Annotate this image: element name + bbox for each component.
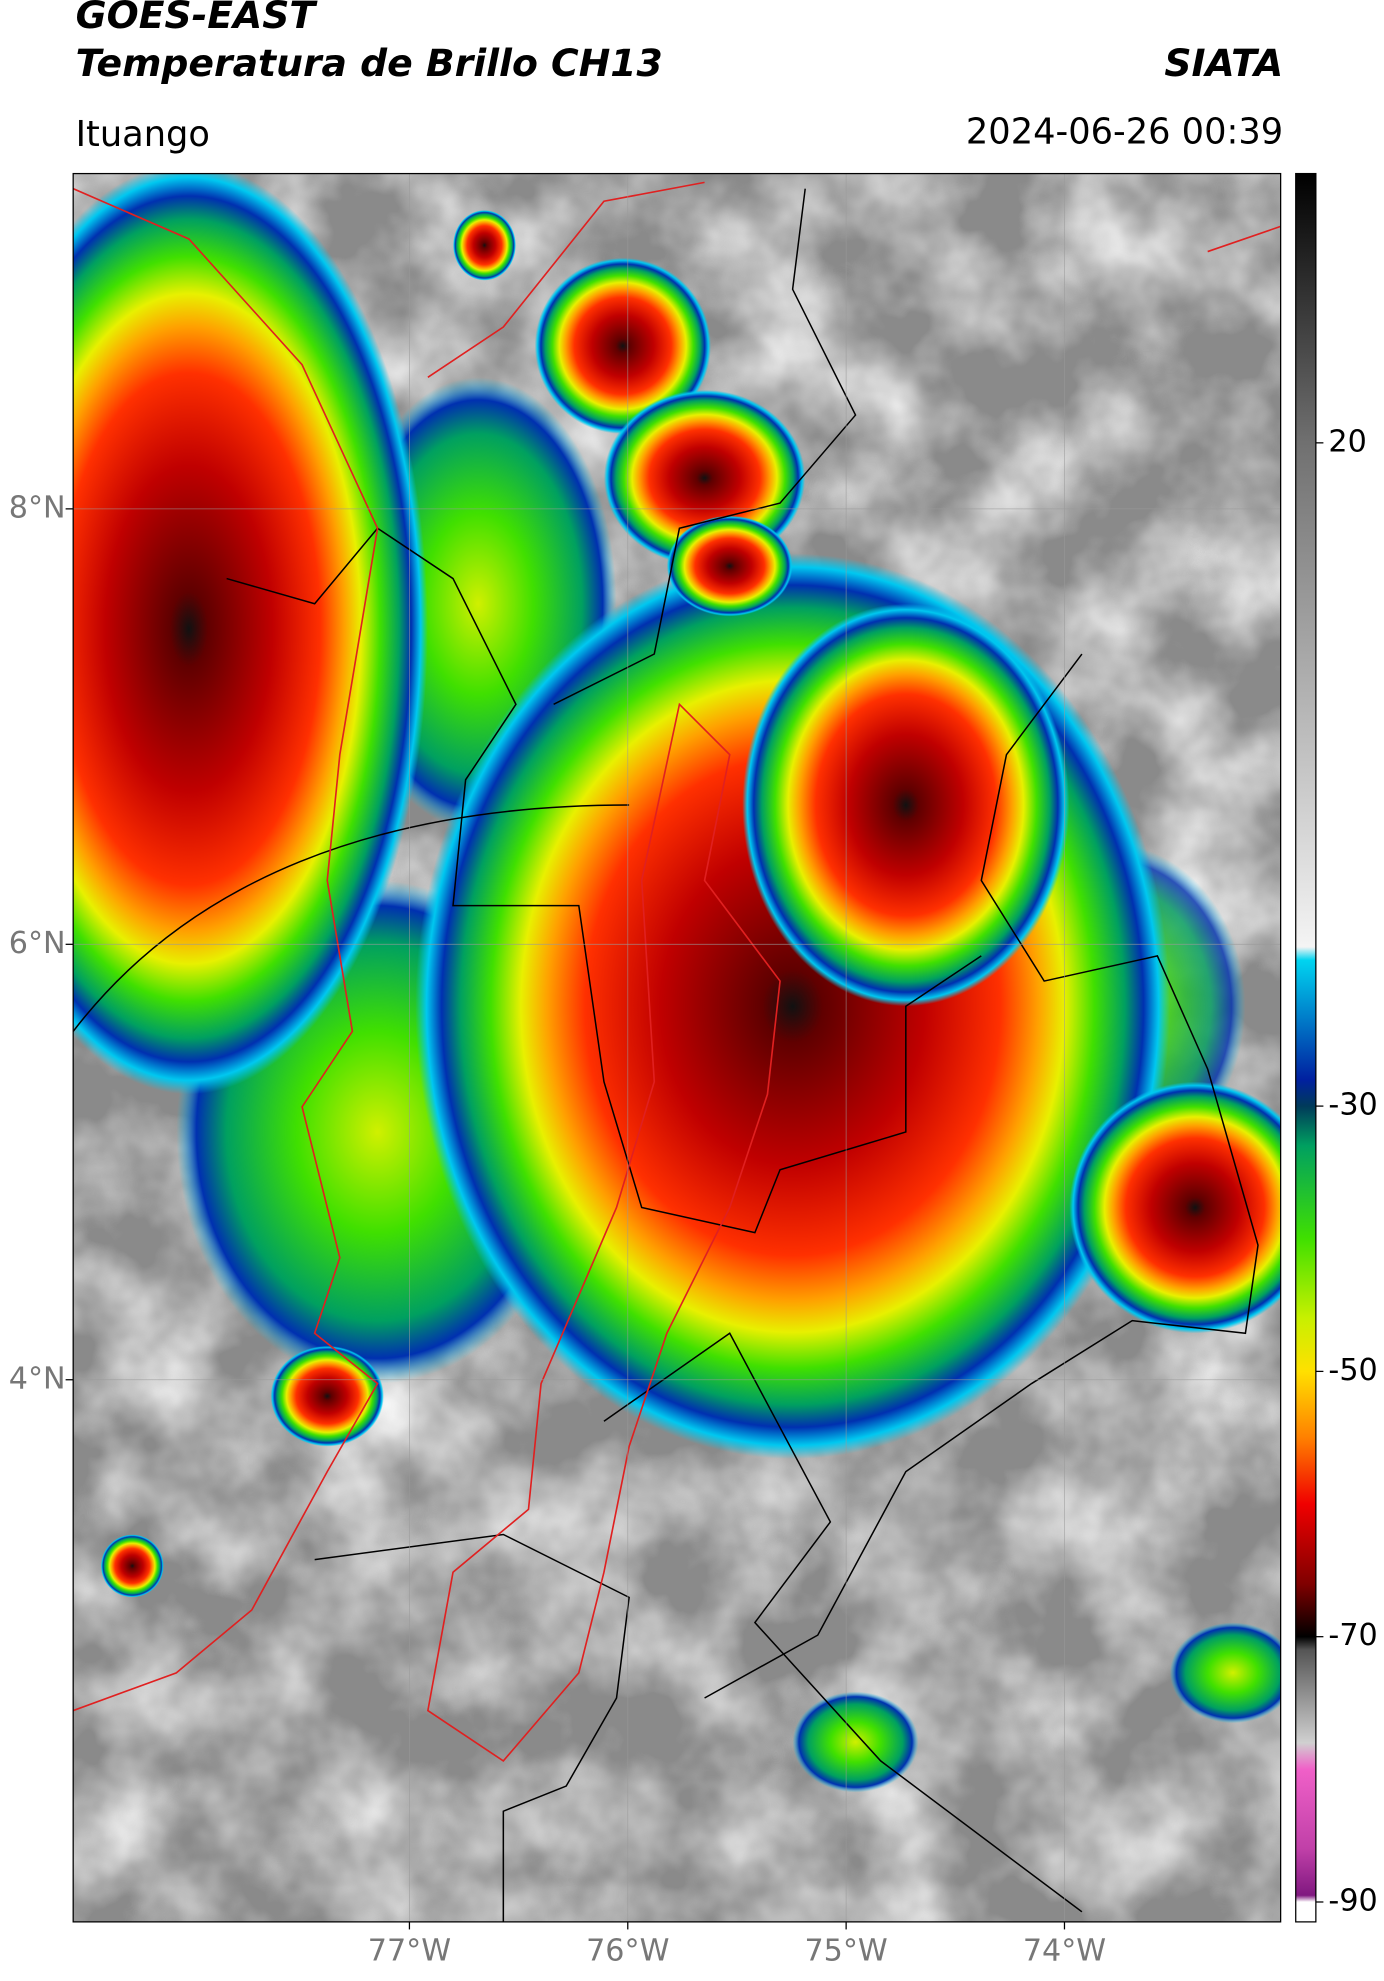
graticule xyxy=(73,173,1281,1922)
colorbar-label: -90 xyxy=(1328,1883,1377,1918)
x-tick-label: 74°W xyxy=(1023,1934,1106,1969)
colorbar-label: 20 xyxy=(1328,424,1366,459)
y-tick-label: 6°N xyxy=(9,926,66,961)
title: GOES-EAST xyxy=(76,0,319,37)
source: SIATA xyxy=(1164,41,1283,85)
x-tick-label: 75°W xyxy=(804,1934,887,1969)
colorbar-label: -70 xyxy=(1328,1618,1377,1653)
satellite-image xyxy=(73,173,1281,1922)
map-frame xyxy=(72,172,1282,1923)
colorbar xyxy=(1295,172,1317,1923)
colorbar-label: -50 xyxy=(1328,1353,1377,1388)
colorbar-label: -30 xyxy=(1328,1088,1377,1123)
y-tick-label: 4°N xyxy=(9,1361,66,1396)
y-tick-label: 8°N xyxy=(9,490,66,525)
subtitle: Temperatura de Brillo CH13 xyxy=(76,41,663,85)
location: Ituango xyxy=(76,114,210,155)
x-tick-label: 77°W xyxy=(368,1934,451,1969)
datetime: 2024-06-26 00:39 xyxy=(966,111,1283,152)
x-tick-label: 76°W xyxy=(586,1934,669,1969)
